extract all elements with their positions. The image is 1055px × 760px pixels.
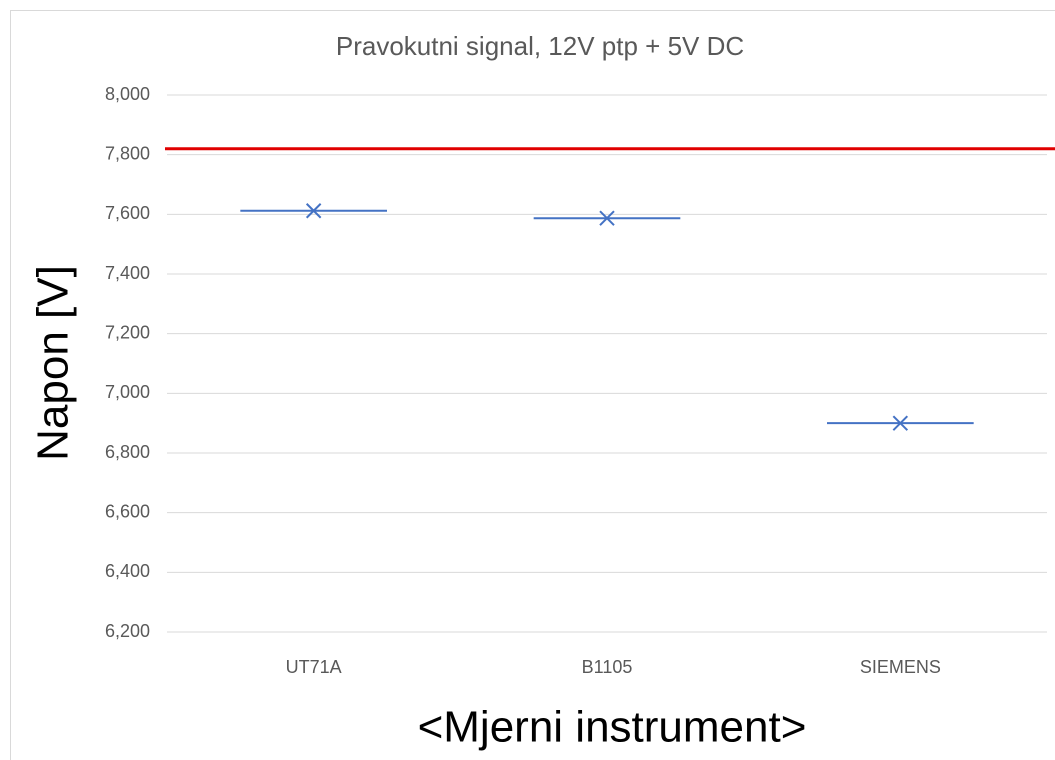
x-marker xyxy=(892,415,909,431)
y-tick-label: 8,000 xyxy=(105,84,150,104)
y-tick-label: 6,600 xyxy=(105,501,150,521)
y-axis-label: Napon [V] xyxy=(29,265,78,461)
y-tick-label: 6,200 xyxy=(105,621,150,641)
y-tick-label: 7,600 xyxy=(105,203,150,223)
chart-title: Pravokutni signal, 12V ptp + 5V DC xyxy=(336,31,744,61)
x-marker xyxy=(305,203,322,219)
x-marker xyxy=(599,210,615,226)
chart-frame xyxy=(10,10,1055,760)
y-tick-label: 6,800 xyxy=(105,442,150,462)
y-tick-label: 7,000 xyxy=(105,382,150,402)
y-tick-label: 7,400 xyxy=(105,263,150,283)
x-tick-label: UT71A xyxy=(286,657,342,677)
y-tick-label: 7,800 xyxy=(105,143,150,163)
y-tick-label: 6,400 xyxy=(105,561,150,581)
x-tick-label: SIEMENS xyxy=(860,657,941,677)
x-tick-label: B1105 xyxy=(582,657,633,677)
x-axis-label: <Mjerni instrument> xyxy=(418,703,807,752)
y-tick-label: 7,200 xyxy=(105,322,150,342)
